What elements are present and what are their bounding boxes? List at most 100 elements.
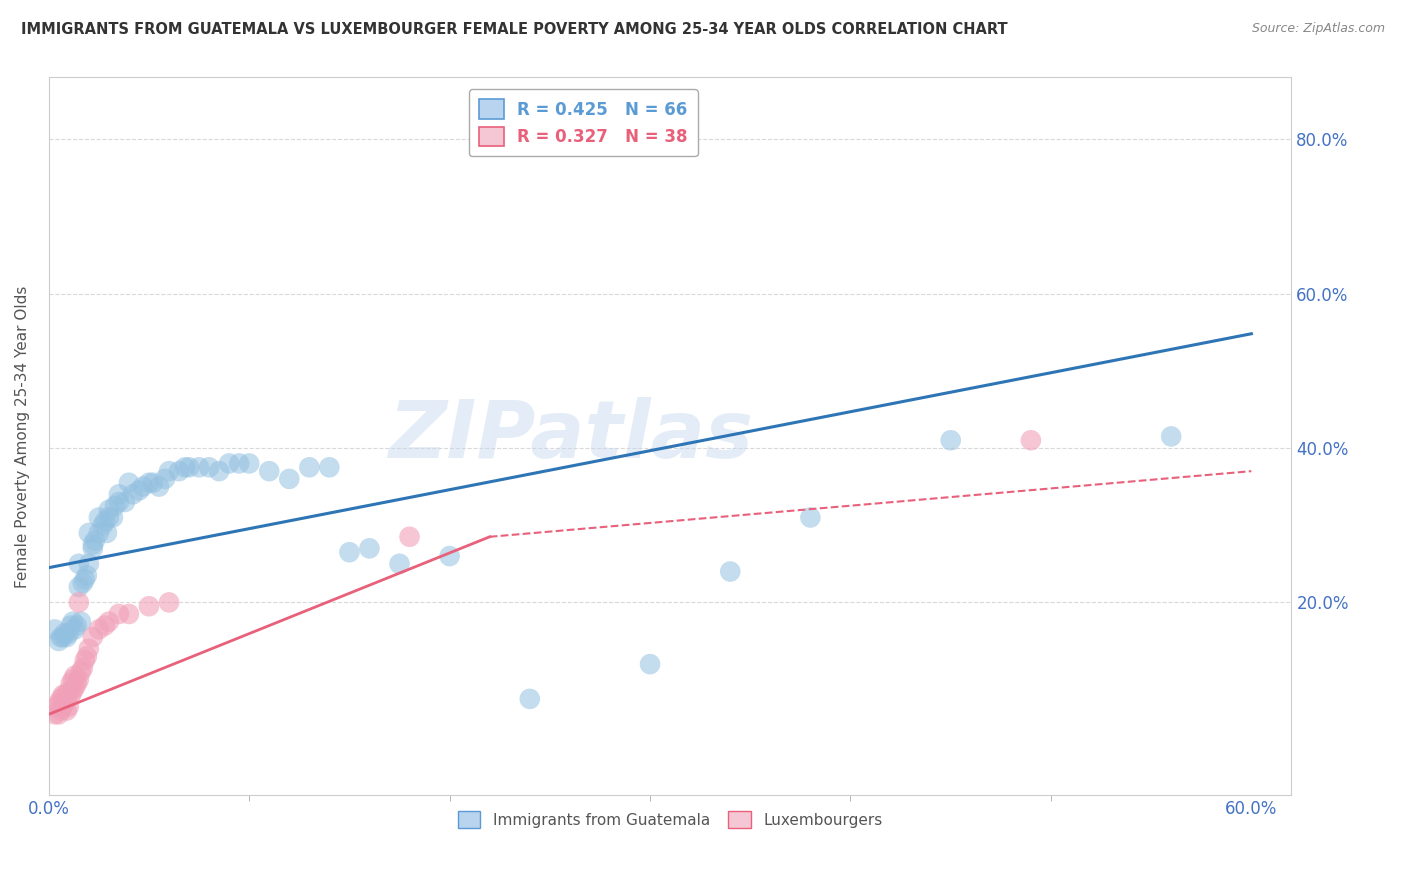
Point: [94, 618, 117, 632]
Legend: Immigrants from Guatemala, Luxembourgers: Immigrants from Guatemala, Luxembourgers: [451, 805, 889, 834]
Point: [167, 464, 190, 478]
Point: [73, 572, 96, 586]
Point: [87, 623, 110, 637]
Point: [638, 657, 661, 672]
Point: [1019, 434, 1042, 448]
Point: [238, 457, 260, 471]
Point: [44, 707, 66, 722]
Point: [718, 565, 741, 579]
Point: [56, 692, 79, 706]
Point: [82, 541, 104, 556]
Point: [799, 510, 821, 524]
Point: [87, 510, 110, 524]
Point: [49, 630, 72, 644]
Point: [58, 699, 80, 714]
Point: [1160, 429, 1182, 443]
Point: [142, 475, 165, 490]
Point: [62, 673, 84, 687]
Point: [188, 460, 211, 475]
Point: [76, 568, 98, 582]
Point: [67, 673, 90, 687]
Point: [77, 641, 100, 656]
Point: [939, 434, 962, 448]
Point: [108, 495, 131, 509]
Point: [63, 623, 86, 637]
Point: [97, 502, 120, 516]
Text: IMMIGRANTS FROM GUATEMALA VS LUXEMBOURGER FEMALE POVERTY AMONG 25-34 YEAR OLDS C: IMMIGRANTS FROM GUATEMALA VS LUXEMBOURGE…: [21, 22, 1008, 37]
Point: [96, 525, 118, 540]
Point: [398, 530, 420, 544]
Point: [208, 464, 231, 478]
Point: [118, 475, 141, 490]
Point: [148, 480, 170, 494]
Point: [359, 541, 381, 556]
Point: [53, 626, 76, 640]
Point: [59, 618, 82, 632]
Point: [153, 472, 176, 486]
Point: [132, 480, 155, 494]
Point: [67, 580, 90, 594]
Y-axis label: Female Poverty Among 25-34 Year Olds: Female Poverty Among 25-34 Year Olds: [15, 285, 30, 588]
Point: [108, 487, 131, 501]
Point: [72, 576, 94, 591]
Text: Source: ZipAtlas.com: Source: ZipAtlas.com: [1251, 22, 1385, 36]
Point: [56, 703, 79, 717]
Point: [118, 607, 141, 621]
Point: [228, 457, 250, 471]
Point: [174, 460, 197, 475]
Point: [138, 599, 160, 614]
Point: [67, 595, 90, 609]
Point: [58, 684, 80, 698]
Point: [69, 615, 91, 629]
Point: [62, 615, 84, 629]
Point: [218, 457, 240, 471]
Point: [94, 514, 117, 528]
Point: [59, 676, 82, 690]
Point: [77, 557, 100, 571]
Point: [53, 696, 76, 710]
Point: [69, 665, 91, 679]
Point: [67, 557, 90, 571]
Point: [72, 661, 94, 675]
Point: [59, 688, 82, 702]
Point: [66, 618, 89, 632]
Point: [157, 595, 180, 609]
Point: [157, 464, 180, 478]
Point: [257, 464, 280, 478]
Point: [48, 634, 70, 648]
Point: [44, 623, 66, 637]
Point: [77, 525, 100, 540]
Point: [278, 472, 301, 486]
Point: [97, 615, 120, 629]
Point: [82, 630, 104, 644]
Point: [519, 692, 541, 706]
Point: [62, 684, 84, 698]
Point: [73, 653, 96, 667]
Text: ZIPatlas: ZIPatlas: [388, 398, 754, 475]
Point: [198, 460, 221, 475]
Point: [298, 460, 321, 475]
Point: [388, 557, 411, 571]
Point: [97, 510, 120, 524]
Point: [53, 688, 76, 702]
Point: [104, 499, 127, 513]
Point: [122, 487, 145, 501]
Point: [318, 460, 340, 475]
Point: [91, 518, 114, 533]
Point: [63, 681, 86, 695]
Point: [76, 649, 98, 664]
Point: [49, 692, 72, 706]
Point: [108, 607, 131, 621]
Point: [52, 699, 75, 714]
Point: [45, 699, 67, 714]
Point: [63, 669, 86, 683]
Point: [128, 483, 150, 498]
Point: [114, 495, 136, 509]
Point: [439, 549, 461, 563]
Point: [101, 510, 124, 524]
Point: [177, 460, 200, 475]
Point: [48, 707, 70, 722]
Point: [48, 696, 70, 710]
Point: [138, 475, 160, 490]
Point: [58, 626, 80, 640]
